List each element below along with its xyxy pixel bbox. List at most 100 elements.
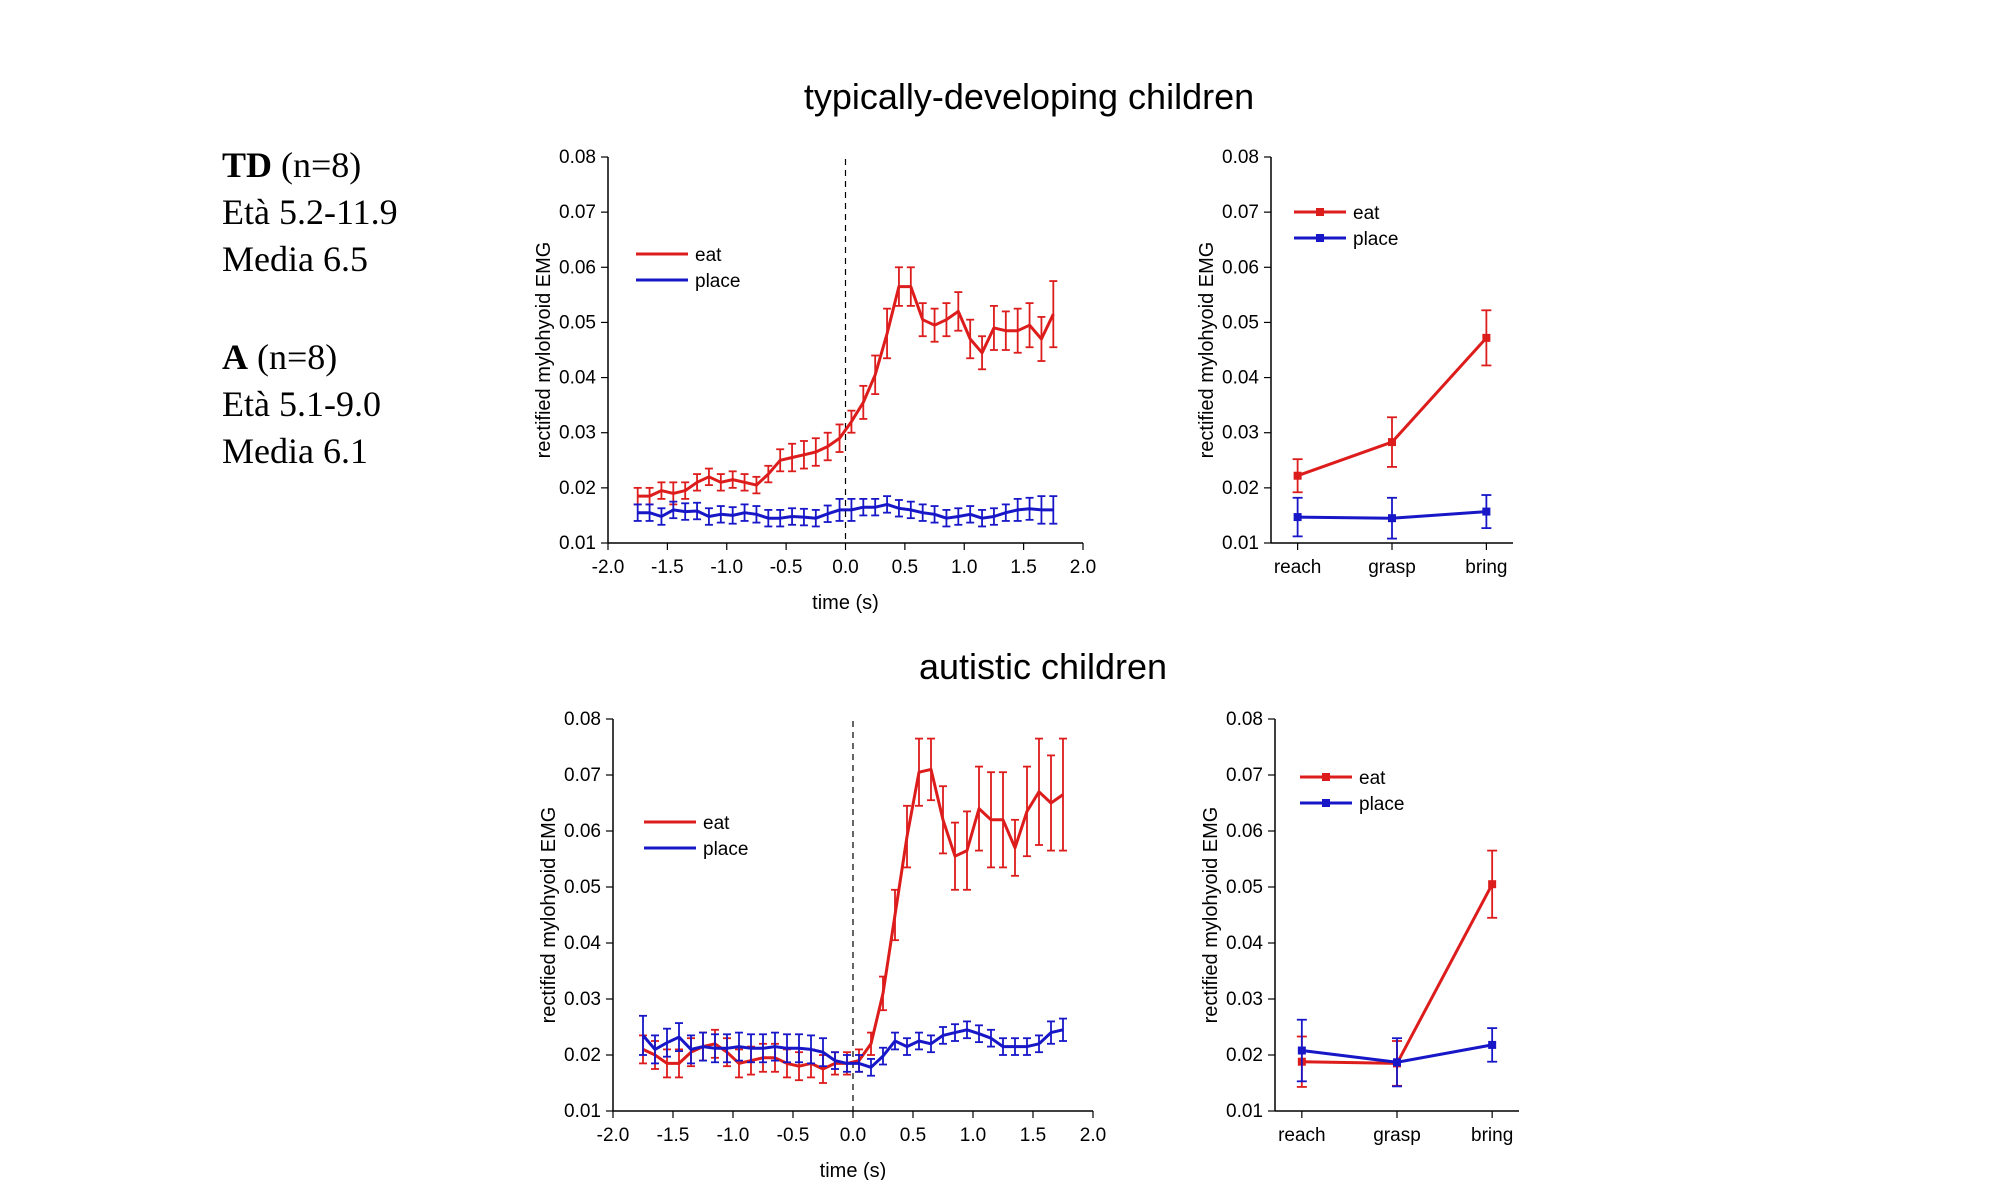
chart-a-time: autistic children 0.01 0.02 0.03 0.04 0.05 0.0… [538, 646, 1167, 1180]
y-tick-label: 0.08 [1222, 147, 1259, 168]
group-mean-td: Media 6.5 [222, 239, 368, 279]
data-point [1488, 1040, 1497, 1049]
legend-label-eat: eat [703, 813, 730, 834]
y-tick-label: 0.08 [564, 709, 601, 730]
x-tick-label: 0.5 [900, 1125, 926, 1146]
data-point [1388, 438, 1396, 447]
series-place [1292, 494, 1492, 540]
y-tick-label: 0.04 [559, 368, 596, 389]
y-tick-label: 0.05 [1226, 877, 1263, 898]
legend-label-place: place [1353, 229, 1398, 250]
group-header-td: TD (n=8) [222, 142, 398, 189]
y-tick-label: 0.06 [1222, 257, 1259, 278]
group-label-a: A [222, 337, 248, 377]
x-tick-label: -0.5 [770, 557, 803, 578]
x-tick-label: -1.0 [717, 1125, 750, 1146]
y-tick-label: 0.02 [1226, 1045, 1263, 1066]
y-tick-label: 0.01 [564, 1101, 601, 1122]
y-tick-label: 0.07 [559, 202, 596, 223]
data-point [1482, 507, 1491, 516]
legend-label-eat: eat [1359, 768, 1386, 789]
y-tick-label: 0.03 [559, 423, 596, 444]
x-tick-label: -1.5 [657, 1125, 690, 1146]
data-point [1293, 513, 1302, 522]
group-age-td: Età 5.2-11.9 [222, 192, 398, 232]
y-axis-label: rectified mylohyoid EMG [1196, 242, 1218, 459]
series-eat [1292, 309, 1492, 494]
group-n-td: (n=8) [281, 145, 362, 185]
data-point [1293, 471, 1302, 480]
chart-td-phase: 0.01 0.02 0.03 0.04 0.05 0.06 0.07 0.08 rectifie… [1196, 147, 1513, 578]
series-eat [633, 266, 1058, 506]
x-tick-label: reach [1278, 1125, 1326, 1146]
y-axis-label: rectified mylohyoid EMG [1200, 807, 1222, 1024]
y-tick-label: 0.06 [559, 257, 596, 278]
x-tick-label: 0.0 [832, 557, 858, 578]
y-tick-label: 0.01 [1226, 1101, 1263, 1122]
y-tick-label: 0.07 [1222, 202, 1259, 223]
group-info-td: TD (n=8) Età 5.2-11.9 Media 6.5 [222, 142, 398, 283]
group-label-td: TD [222, 145, 273, 185]
y-tick-label: 0.05 [1222, 312, 1259, 333]
data-point [1388, 514, 1396, 523]
y-tick-label: 0.03 [1222, 423, 1259, 444]
legend-marker-place [1322, 799, 1330, 807]
y-axis-label: rectified mylohyoid EMG [533, 242, 555, 459]
y-tick-label: 0.02 [1222, 478, 1259, 499]
y-tick-label: 0.03 [564, 989, 601, 1010]
y-tick-label: 0.08 [559, 147, 596, 168]
legend-label-place: place [1359, 794, 1404, 815]
legend-label-place: place [703, 839, 748, 860]
x-tick-label: -1.0 [710, 557, 743, 578]
chart-td-time: typically-developing children 0.01 0.02 0.0… [533, 76, 1254, 614]
x-tick-label: bring [1471, 1125, 1513, 1146]
data-point [1393, 1058, 1401, 1067]
legend-label-eat: eat [695, 245, 722, 266]
y-tick-label: 0.01 [1222, 533, 1259, 554]
x-tick-label: 2.0 [1070, 557, 1096, 578]
x-tick-label: -1.5 [651, 557, 684, 578]
y-tick-label: 0.05 [564, 877, 601, 898]
x-tick-label: grasp [1368, 557, 1416, 578]
y-tick-label: 0.08 [1226, 709, 1263, 730]
legend: eat place [1294, 203, 1398, 250]
legend-label-place: place [695, 271, 740, 292]
chart-title: typically-developing children [804, 76, 1254, 117]
legend-marker-eat [1322, 773, 1330, 781]
x-tick-label: -0.5 [777, 1125, 810, 1146]
y-tick-label: 0.03 [1226, 989, 1263, 1010]
x-tick-label: 2.0 [1080, 1125, 1106, 1146]
x-tick-label: 0.5 [892, 557, 918, 578]
series-line-place [637, 502, 1054, 520]
group-info-a: A (n=8) Età 5.1-9.0 Media 6.1 [222, 334, 381, 475]
y-tick-label: 0.01 [559, 533, 596, 554]
data-point [1488, 880, 1497, 889]
x-tick-label: 1.5 [1020, 1125, 1046, 1146]
y-tick-label: 0.02 [564, 1045, 601, 1066]
series-line-eat [1301, 883, 1494, 1065]
x-tick-label: grasp [1373, 1125, 1421, 1146]
legend: eat place [1300, 768, 1404, 815]
legend: eat place [636, 245, 740, 292]
y-tick-label: 0.06 [1226, 821, 1263, 842]
y-tick-label: 0.04 [1226, 933, 1263, 954]
data-point [1482, 333, 1491, 342]
group-mean-a: Media 6.1 [222, 431, 368, 471]
x-tick-label: 1.0 [951, 557, 977, 578]
y-tick-label: 0.02 [559, 478, 596, 499]
x-tick-label: -2.0 [597, 1125, 630, 1146]
series-line-eat [637, 285, 1055, 498]
series-line-place [641, 1028, 1064, 1069]
y-axis-label: rectified mylohyoid EMG [538, 807, 560, 1024]
x-axis-label: time (s) [820, 1160, 887, 1180]
series-place [639, 1014, 1067, 1077]
y-tick-label: 0.06 [564, 821, 601, 842]
chart-title: autistic children [919, 646, 1167, 687]
y-tick-label: 0.04 [1222, 368, 1259, 389]
x-axis-label: time (s) [812, 592, 879, 614]
y-tick-label: 0.05 [559, 312, 596, 333]
y-tick-label: 0.07 [564, 765, 601, 786]
data-point [1297, 1046, 1306, 1055]
x-tick-label: bring [1465, 557, 1507, 578]
